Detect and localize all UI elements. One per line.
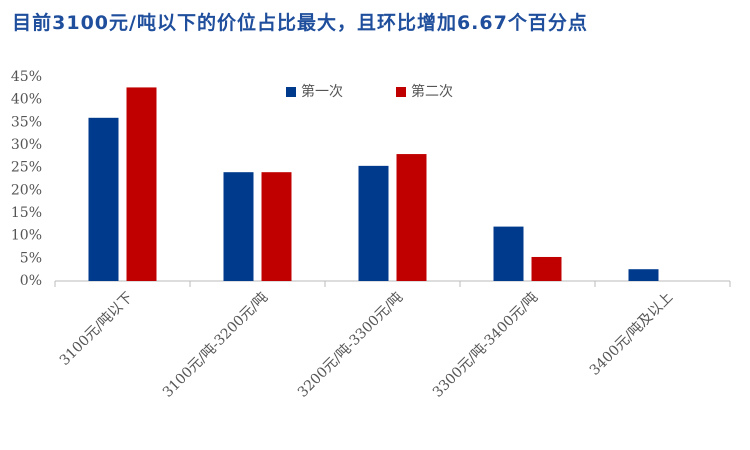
x-tick-label: 3300元/吨-3400元/吨 [430, 289, 541, 400]
bar [628, 269, 659, 281]
y-tick-label: 15% [11, 205, 42, 221]
bar [531, 256, 562, 281]
bar [88, 117, 119, 281]
bar [358, 165, 389, 281]
legend-label: 第一次 [301, 83, 343, 100]
legend-swatch [396, 87, 406, 97]
y-tick-label: 45% [11, 69, 42, 85]
legend-swatch [286, 87, 296, 97]
x-tick-label: 3100元/吨-3200元/吨 [160, 289, 271, 400]
y-tick-label: 35% [11, 114, 42, 130]
bar [126, 87, 157, 281]
y-tick-label: 0% [20, 273, 42, 289]
x-tick-label: 3200元/吨-3300元/吨 [295, 289, 406, 400]
bar [223, 172, 254, 281]
bar [261, 172, 292, 281]
y-tick-label: 20% [11, 182, 42, 198]
y-tick-label: 10% [11, 228, 42, 244]
bar [396, 154, 427, 281]
x-tick-label: 3100元/吨以下 [57, 289, 136, 368]
chart-title: 目前3100元/吨以下的价位占比最大，且环比增加6.67个百分点 [12, 12, 588, 34]
y-tick-label: 25% [11, 160, 42, 176]
bar [493, 226, 524, 281]
y-tick-label: 40% [11, 92, 42, 108]
y-tick-label: 30% [11, 137, 42, 153]
legend-label: 第二次 [411, 83, 453, 100]
x-tick-label: 3400元/吨及以上 [587, 289, 676, 378]
y-tick-label: 5% [20, 250, 42, 266]
